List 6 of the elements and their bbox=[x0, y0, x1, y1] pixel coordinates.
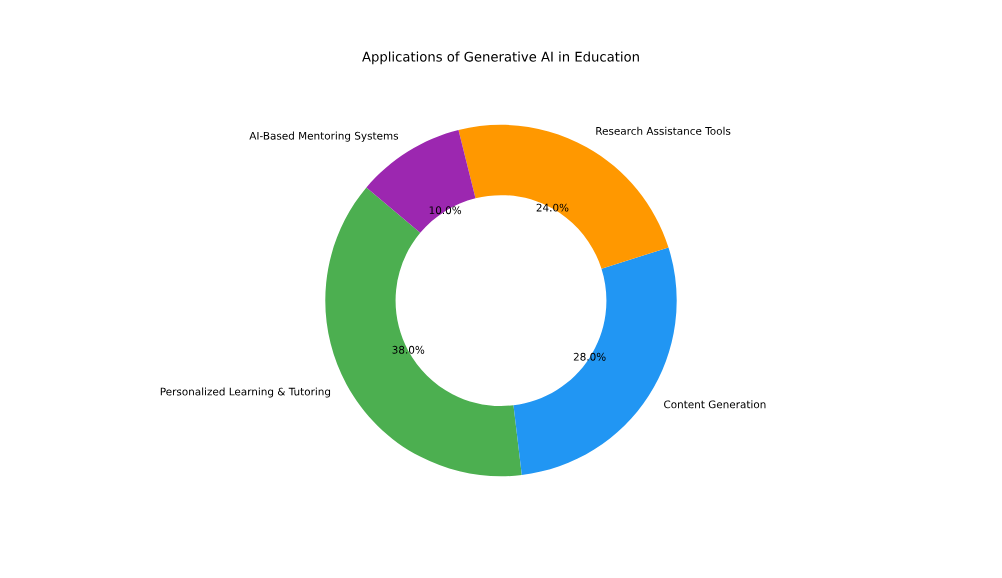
slice-label: AI-Based Mentoring Systems bbox=[249, 131, 399, 142]
data-label: 28.0% bbox=[573, 352, 606, 361]
chart-title: Applications of Generative AI in Education bbox=[362, 51, 639, 65]
slice-label: Personalized Learning & Tutoring bbox=[160, 387, 331, 398]
slice-label: Research Assistance Tools bbox=[596, 126, 731, 135]
slice-label: Content Generation bbox=[664, 400, 766, 409]
